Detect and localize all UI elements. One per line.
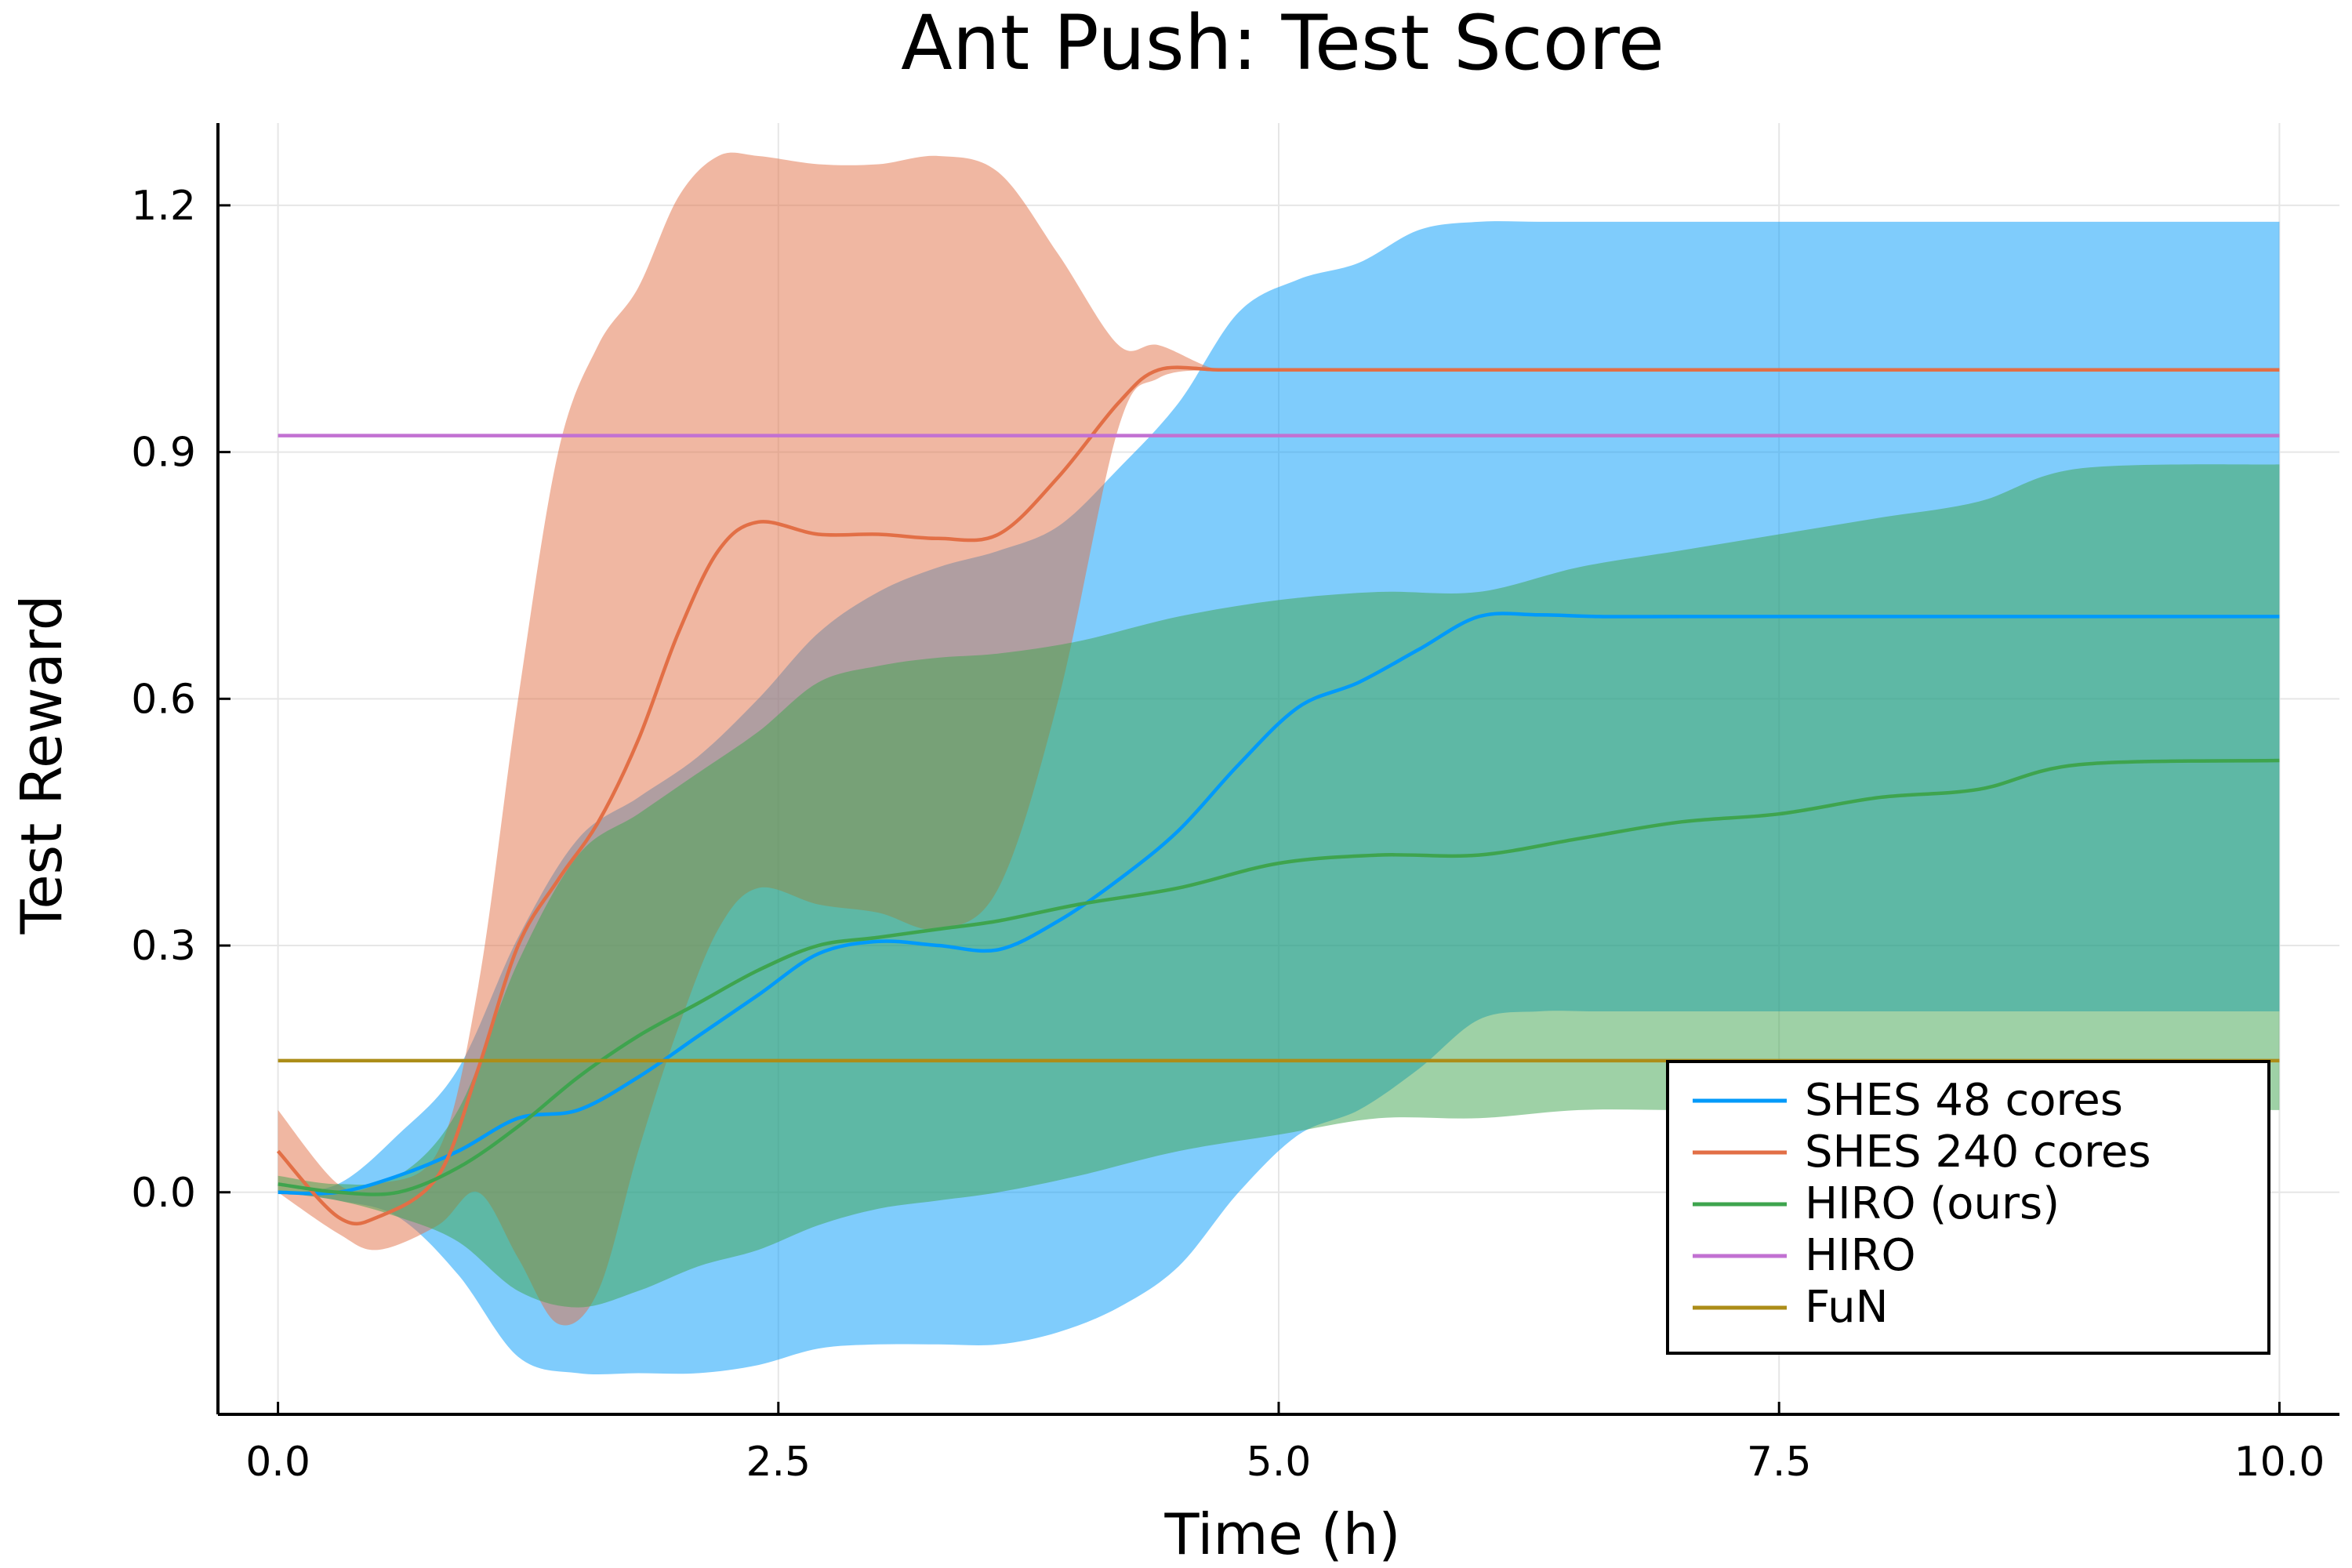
x-tick-label: 5.0 [1247, 1439, 1312, 1486]
axes [216, 123, 2339, 1416]
y-tick-label: 1.2 [131, 183, 196, 230]
y-tick-label: 0.6 [131, 676, 196, 723]
line-series-3 [278, 758, 2280, 1196]
legend-label: FuN [1805, 1282, 1889, 1333]
y-tick-label: 0.9 [131, 430, 196, 477]
x-tick-label: 7.5 [1747, 1439, 1812, 1486]
y-axis-label: Test Reward [9, 595, 74, 935]
legend-label: SHES 48 cores [1805, 1075, 2123, 1126]
band-series-2 [278, 152, 2280, 1326]
x-tick-label: 2.5 [746, 1439, 811, 1486]
x-axis-label: Time (h) [1164, 1501, 1401, 1567]
x-tick-label: 0.0 [245, 1439, 310, 1486]
tick-labels: 0.0 2.5 5.0 7.5 10.0 0.0 0.3 0.6 0.9 1.2 [131, 183, 2325, 1486]
legend-label: SHES 240 cores [1805, 1127, 2151, 1178]
line-series-1 [278, 612, 2280, 1196]
legend-label: HIRO (ours) [1805, 1178, 2060, 1229]
line-series-2 [276, 365, 2280, 1225]
chart-title: Ant Push: Test Score [901, 0, 1664, 87]
x-tick-label: 10.0 [2234, 1439, 2325, 1486]
y-tick-label: 0.0 [131, 1170, 196, 1217]
legend-label: HIRO [1805, 1230, 1916, 1281]
y-tick-label: 0.3 [131, 923, 196, 970]
legend-box [1666, 1060, 2270, 1355]
